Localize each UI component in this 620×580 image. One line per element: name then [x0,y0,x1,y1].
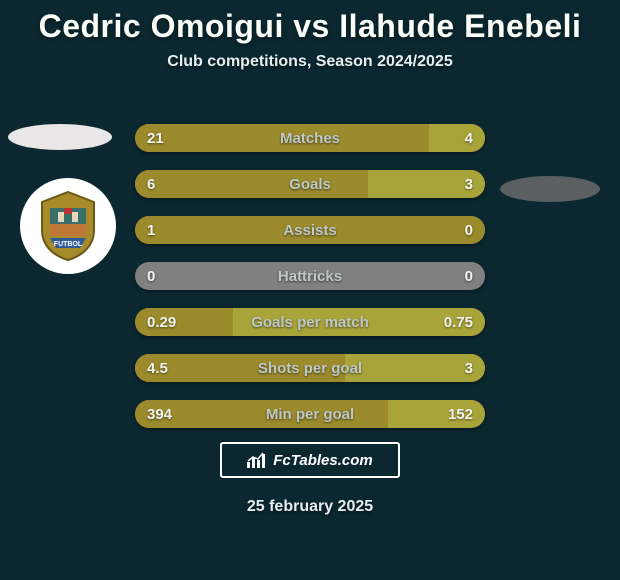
brand-text: FcTables.com [273,452,372,469]
stat-value-right: 0 [465,262,473,290]
stat-value-left: 0 [147,262,155,290]
stat-seg-left [135,170,368,198]
stat-value-left: 1 [147,216,155,244]
stat-value-left: 6 [147,170,155,198]
subtitle: Club competitions, Season 2024/2025 [0,53,620,71]
svg-text:FUTBOL: FUTBOL [54,241,83,248]
stat-value-right: 152 [448,400,473,428]
stat-value-right: 0.75 [444,308,473,336]
stat-bars: 214Matches63Goals10Assists00Hattricks0.2… [135,124,485,446]
stat-row: 4.53Shots per goal [135,354,485,382]
chart-icon [247,452,267,468]
stat-value-left: 394 [147,400,172,428]
comparison-card: Cedric Omoigui vs Ilahude Enebeli Club c… [0,0,620,580]
stat-row: 0.290.75Goals per match [135,308,485,336]
stat-row: 10Assists [135,216,485,244]
stat-value-right: 3 [465,354,473,382]
stat-value-right: 4 [465,124,473,152]
player-right-silhouette [500,176,600,202]
shield-icon: FUTBOL [36,190,100,262]
page-title: Cedric Omoigui vs Ilahude Enebeli [0,0,620,45]
stat-value-left: 4.5 [147,354,168,382]
stat-value-left: 0.29 [147,308,176,336]
stat-seg-left [135,216,485,244]
stat-row: 394152Min per goal [135,400,485,428]
stat-value-left: 21 [147,124,164,152]
stat-label: Hattricks [135,262,485,290]
stat-row: 214Matches [135,124,485,152]
stat-seg-left [135,400,388,428]
player-left-silhouette [8,124,112,150]
club-crest: FUTBOL [20,178,116,274]
stat-seg-left [135,124,429,152]
brand-badge: FcTables.com [220,442,400,478]
stat-value-right: 3 [465,170,473,198]
stat-row: 0 0Hattricks [135,262,485,290]
date-text: 25 february 2025 [0,498,620,516]
stat-seg-right [429,124,485,152]
stat-value-right: 0 [465,216,473,244]
stat-row: 63Goals [135,170,485,198]
